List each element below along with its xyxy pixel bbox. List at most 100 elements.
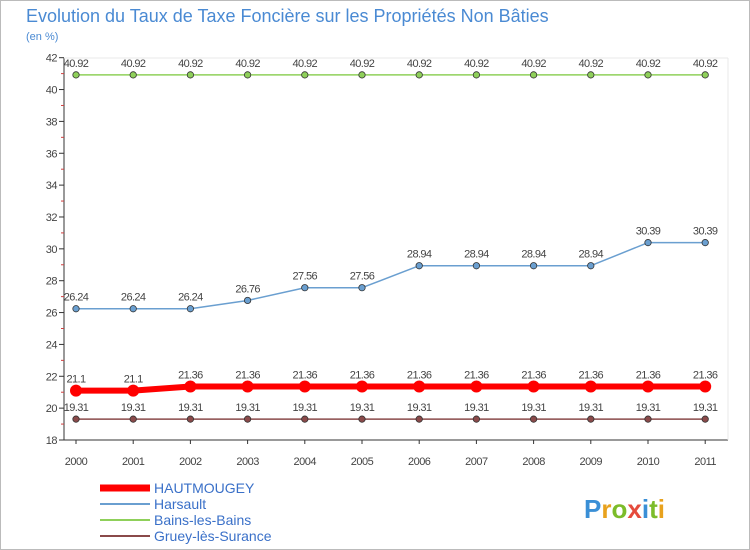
- data-point: [644, 239, 652, 247]
- y-tick-label: 30: [46, 244, 58, 256]
- series-Harsault: 26.24 26.24 26.24 26.76 27.56 27.56 28.94 28.94…: [64, 226, 719, 313]
- legend-label: Bains-les-Bains: [154, 512, 251, 528]
- data-point: [129, 305, 137, 313]
- data-point: [529, 71, 538, 79]
- data-point: [587, 71, 595, 79]
- y-tick-label: 38: [46, 116, 58, 128]
- logo-letter: r: [601, 494, 611, 524]
- data-point: [241, 380, 254, 393]
- data-point: [358, 284, 366, 292]
- data-point: [413, 380, 426, 393]
- data-label: 19.31: [693, 402, 718, 414]
- data-point: [301, 71, 309, 79]
- data-label: 40.92: [121, 58, 146, 70]
- axes: 18 20 22 24 26 28 30 32 34 36 38 40 42 2000 2001 2002 20…: [46, 53, 729, 468]
- data-point: [701, 415, 709, 423]
- data-label: 21.36: [407, 369, 432, 381]
- x-tick-label: 2005: [351, 456, 374, 468]
- data-label: 40.92: [235, 58, 260, 70]
- data-label: 40.92: [693, 58, 718, 70]
- data-label: 19.31: [579, 402, 604, 414]
- data-label: 21.1: [66, 374, 85, 386]
- series-line: [76, 383, 706, 394]
- data-label: 28.94: [579, 249, 604, 261]
- y-tick-label: 20: [46, 403, 58, 415]
- data-point: [186, 71, 194, 79]
- data-label: 19.31: [121, 402, 146, 414]
- data-label: 21.36: [636, 369, 661, 381]
- data-point: [127, 384, 140, 397]
- data-point: [644, 415, 652, 423]
- data-point: [301, 415, 309, 423]
- series-layer: 26.24 26.24 26.24 26.76 27.56 27.56 28.94 28.94…: [64, 58, 719, 423]
- x-tick-label: 2002: [179, 456, 202, 468]
- data-label: 19.31: [293, 402, 318, 414]
- y-tick-label: 18: [46, 435, 58, 447]
- data-point: [129, 71, 137, 79]
- data-label: 40.92: [464, 58, 489, 70]
- data-point: [644, 71, 652, 79]
- data-point: [186, 415, 194, 423]
- logo-letter: o: [611, 494, 627, 524]
- series-HAUTMOUGEY: 21.1 21.1 21.36 21.36 21.36 21.36 21.36 21.36 21…: [66, 369, 719, 397]
- data-point: [415, 262, 423, 270]
- y-tick-label: 28: [46, 276, 58, 288]
- series-Gruey-lès-Surance: 19.31 19.31 19.31 19.31 19.31 19.31 19.31 19.31…: [64, 402, 719, 423]
- data-point: [186, 305, 194, 313]
- y-tick-label: 24: [46, 339, 58, 351]
- data-label: 19.31: [64, 402, 89, 414]
- data-point: [527, 380, 540, 393]
- data-point: [642, 380, 654, 393]
- chart-title: Evolution du Taux de Taxe Foncière sur l…: [26, 6, 549, 26]
- y-tick-label: 42: [46, 53, 58, 65]
- data-label: 40.92: [407, 58, 432, 70]
- data-label: 40.92: [521, 58, 546, 70]
- data-label: 21.36: [235, 369, 260, 381]
- x-tick-label: 2010: [637, 456, 660, 468]
- data-point: [129, 415, 137, 423]
- data-label: 40.92: [579, 58, 604, 70]
- legend: HAUTMOUGEYHarsaultBains-les-BainsGruey-l…: [100, 480, 272, 544]
- data-label: 27.56: [350, 271, 375, 283]
- y-tick-label: 36: [46, 148, 58, 160]
- data-point: [244, 71, 252, 79]
- logo-letter: x: [627, 494, 642, 524]
- data-label: 19.31: [521, 402, 546, 414]
- data-label: 26.24: [121, 292, 146, 304]
- y-tick-label: 32: [46, 212, 58, 224]
- data-point: [587, 262, 595, 270]
- data-point: [701, 71, 709, 79]
- data-point: [244, 296, 252, 305]
- data-label: 21.36: [693, 369, 718, 381]
- data-point: [472, 415, 480, 423]
- y-tick-label: 22: [46, 371, 58, 383]
- data-label: 19.31: [178, 402, 203, 414]
- logo-letter: i: [642, 494, 649, 524]
- data-label: 27.56: [293, 271, 318, 283]
- data-point: [529, 262, 538, 270]
- data-point: [472, 71, 480, 79]
- data-label: 19.31: [636, 402, 661, 414]
- data-label: 40.92: [178, 58, 203, 70]
- data-point: [415, 71, 423, 79]
- data-point: [301, 284, 309, 292]
- data-label: 19.31: [350, 402, 375, 414]
- data-label: 26.24: [178, 292, 203, 304]
- data-point: [529, 415, 538, 423]
- logo-letter: t: [649, 494, 658, 524]
- data-label: 21.36: [178, 369, 203, 381]
- data-point: [72, 305, 80, 313]
- data-label: 26.24: [64, 292, 89, 304]
- y-tick-label: 40: [46, 85, 58, 97]
- data-label: 21.36: [293, 369, 318, 381]
- data-point: [415, 415, 423, 423]
- data-label: 30.39: [636, 226, 661, 238]
- data-label: 19.31: [407, 402, 432, 414]
- data-label: 21.36: [464, 369, 489, 381]
- data-label: 21.1: [124, 374, 143, 386]
- data-point: [470, 380, 483, 393]
- y-tick-label: 34: [46, 180, 58, 192]
- data-label: 30.39: [693, 226, 718, 238]
